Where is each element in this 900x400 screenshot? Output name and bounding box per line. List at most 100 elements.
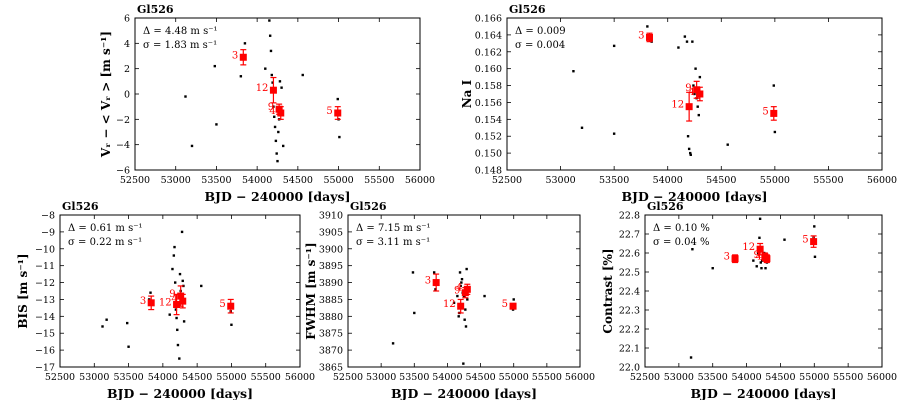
data-point [612, 44, 616, 48]
y-tick-label: −2 [116, 115, 130, 126]
bin-count-label: 3 [724, 252, 730, 263]
plot-frame [134, 17, 421, 171]
y-axis-label: Vᵣ − < Vᵣ > [m s⁻¹] [99, 31, 113, 158]
bin-count-label: 3 [140, 296, 146, 307]
x-tick-label: 53000 [79, 372, 109, 383]
y-tick-label: 0.166 [475, 14, 502, 25]
binned-mean-marker [227, 302, 235, 310]
x-tick-label: 53000 [545, 175, 575, 186]
binned-mean-marker [509, 302, 517, 310]
binned-mean-marker [147, 299, 155, 307]
bin-count-label: 5 [802, 235, 808, 246]
data-point [432, 271, 436, 274]
data-point [230, 323, 233, 326]
chart-title: Gl526 [509, 3, 546, 16]
data-point [686, 135, 690, 138]
chart-title: Gl526 [647, 200, 684, 213]
y-axis-label: BIS [m s⁻¹] [16, 253, 30, 328]
data-point [174, 308, 178, 311]
chart-title: Gl526 [350, 200, 387, 213]
data-point [274, 139, 278, 143]
bin-count-label: 9 [268, 102, 274, 113]
x-tick-label: 55500 [251, 372, 281, 383]
chart-panel-nai: Gl526 52500 53000 53500 54000 54500 55000 55500… [460, 3, 897, 204]
data-point [457, 315, 460, 318]
data-point [698, 75, 702, 79]
y-tick-label: −16 [35, 346, 55, 357]
data-point [190, 144, 194, 148]
binned-mean-marker [646, 33, 653, 41]
data-point [580, 126, 584, 129]
data-point [691, 248, 694, 251]
y-tick-label: −6 [116, 166, 130, 177]
plot-frame [644, 214, 883, 368]
data-point [692, 84, 695, 87]
data-point [512, 298, 515, 301]
binned-mean-marker [334, 109, 342, 117]
data-point [175, 316, 178, 320]
y-tick-label: 6 [124, 14, 130, 25]
data-point [171, 267, 174, 271]
stat-annotation: Δ = 7.15 m s⁻¹ [356, 223, 430, 234]
x-tick-label: 55000 [760, 175, 790, 186]
bin-count-label: 12 [443, 299, 456, 310]
data-point [411, 271, 415, 274]
y-tick-label: 22.4 [619, 287, 640, 298]
y-tick-label: 22.0 [619, 363, 640, 374]
plot-frame [506, 17, 883, 171]
data-point [172, 254, 176, 257]
x-tick-label: 54000 [242, 175, 272, 186]
data-point [689, 153, 692, 156]
y-tick-label: 22.2 [619, 325, 640, 336]
data-point [105, 318, 108, 321]
data-point [338, 135, 341, 139]
y-tick-label: 3865 [319, 363, 343, 374]
data-point [336, 97, 339, 101]
y-tick-label: −8 [41, 211, 55, 222]
x-tick-label: 55500 [833, 372, 863, 383]
x-tick-label: 54000 [148, 372, 178, 383]
data-point [176, 343, 180, 347]
x-tick-label: 53500 [113, 372, 143, 383]
binned-mean-marker [432, 279, 440, 287]
x-tick-label: 56000 [285, 372, 315, 383]
bin-count-label: 4 [171, 294, 177, 305]
stat-annotation: σ = 1.83 m s⁻¹ [143, 40, 217, 51]
data-point [126, 321, 129, 325]
x-tick-label: 53000 [366, 372, 396, 383]
data-point [456, 294, 459, 298]
data-point [646, 25, 649, 28]
data-point [758, 236, 761, 239]
data-point [756, 251, 760, 255]
data-point [696, 105, 699, 108]
bin-count-label: 9 [169, 289, 175, 300]
x-axis-label: BJD − 240000 [days] [391, 386, 537, 400]
bin-count-label: 4 [456, 282, 462, 293]
bin-count-label: 3 [232, 50, 238, 61]
data-point [127, 345, 130, 348]
data-point [268, 19, 271, 22]
binned-mean-marker [277, 109, 285, 117]
bin-count-label: 9 [454, 286, 460, 297]
data-point [180, 230, 184, 234]
data-point [239, 75, 243, 78]
y-tick-label: 3895 [319, 261, 343, 272]
x-tick-label: 56000 [565, 372, 595, 383]
data-point [772, 84, 775, 87]
data-point [462, 362, 465, 365]
y-tick-label: 0.148 [475, 166, 502, 177]
bin-count-label: 4 [688, 87, 694, 98]
bin-count-label: 5 [502, 299, 508, 310]
y-tick-label: 3905 [319, 227, 343, 238]
x-tick-label: 54500 [465, 372, 495, 383]
y-tick-label: 0.156 [475, 98, 502, 109]
bin-count-label: 5 [219, 299, 225, 310]
data-point [465, 267, 468, 271]
binned-mean-marker [770, 109, 778, 117]
data-point [264, 67, 267, 70]
data-point [271, 81, 274, 84]
stat-annotation: Δ = 4.48 m s⁻¹ [143, 26, 217, 37]
data-point [391, 342, 395, 345]
binned-mean-marker [275, 105, 283, 113]
data-point [178, 272, 182, 276]
